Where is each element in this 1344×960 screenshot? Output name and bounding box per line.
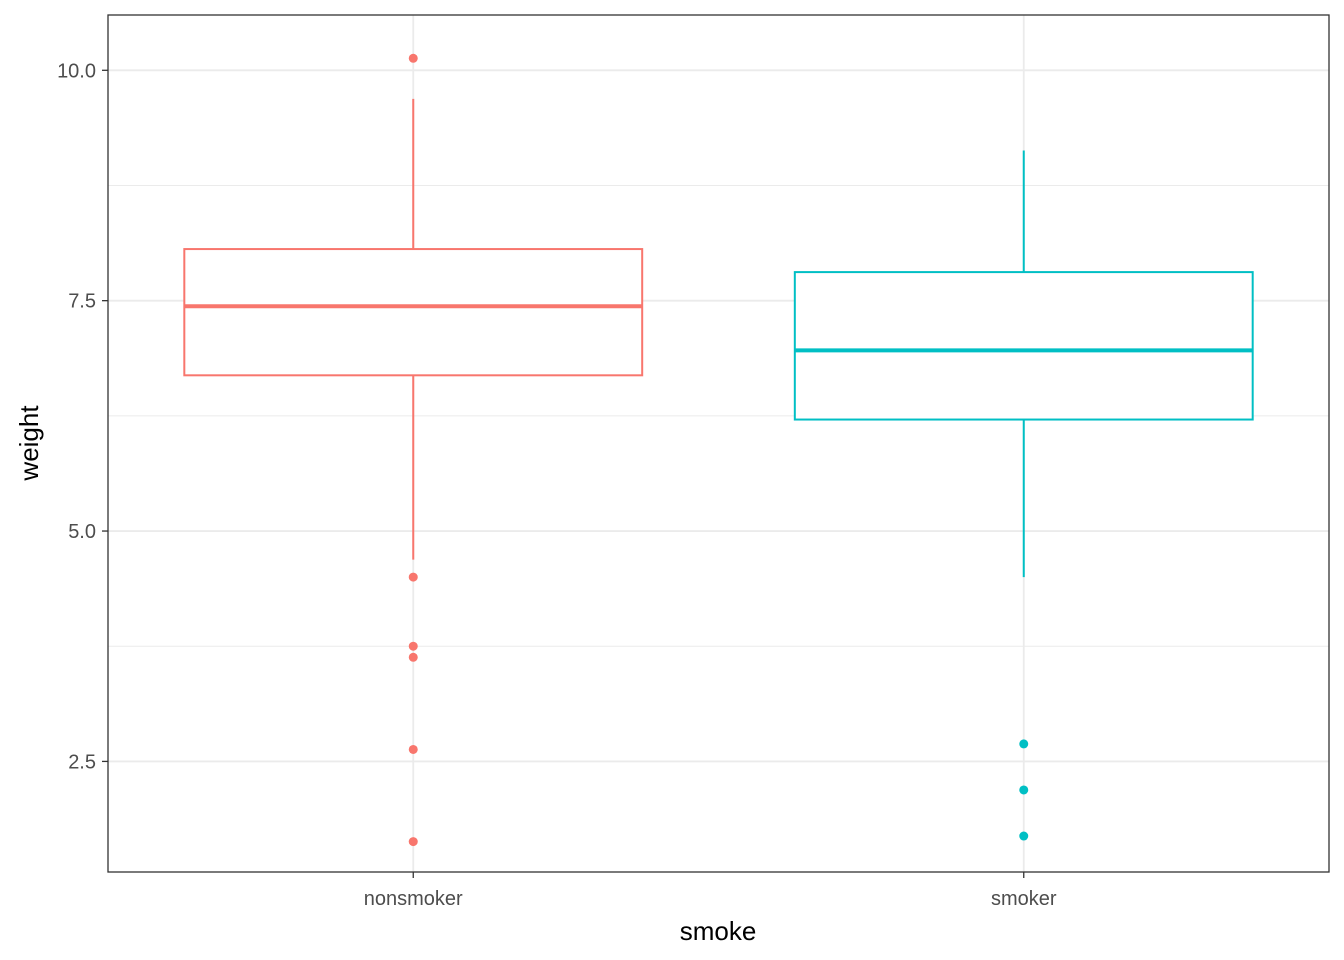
box-marks bbox=[183, 53, 1254, 847]
y-tick-label: 7.5 bbox=[68, 291, 96, 313]
outlier-point bbox=[408, 744, 418, 754]
panel-background bbox=[108, 15, 1329, 872]
x-tick-label: smoker bbox=[991, 888, 1057, 910]
outlier-point bbox=[1019, 785, 1029, 795]
outlier-point bbox=[1019, 739, 1029, 749]
iqr-box bbox=[793, 271, 1254, 421]
y-tick-label: 10.0 bbox=[57, 60, 96, 82]
outlier-point bbox=[408, 572, 418, 582]
x-axis-title: smoke bbox=[680, 916, 757, 946]
x-tick-label: nonsmoker bbox=[364, 888, 463, 910]
outlier-point bbox=[408, 641, 418, 651]
y-axis-title: weight bbox=[14, 405, 44, 482]
outlier-point bbox=[408, 53, 418, 63]
outlier-point bbox=[1019, 831, 1029, 841]
outlier-point bbox=[408, 652, 418, 662]
iqr-box bbox=[183, 248, 644, 377]
panel-border bbox=[107, 14, 1330, 873]
outlier-point bbox=[408, 837, 418, 847]
y-tick-label: 2.5 bbox=[68, 751, 96, 773]
axis-ticks: 2.5 5.0 7.5 10.0 nonsmoker smoker bbox=[57, 60, 1057, 910]
y-tick-label: 5.0 bbox=[68, 521, 96, 543]
